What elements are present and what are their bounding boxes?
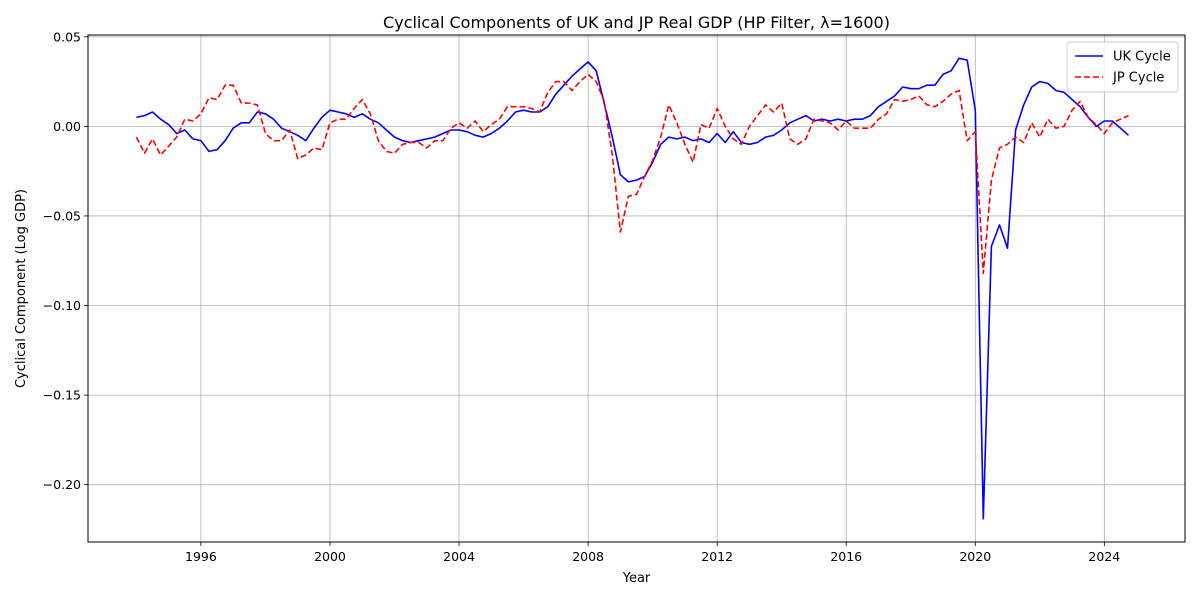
series-line-jp-cycle — [135, 73, 1129, 275]
y-tick-label: 0.00 — [53, 119, 81, 134]
y-tick-label: 0.05 — [53, 29, 81, 44]
legend: UK Cycle JP Cycle — [1066, 41, 1179, 93]
y-tick-label: −0.15 — [43, 388, 81, 403]
y-tick-label: −0.20 — [43, 477, 81, 492]
x-tick-label: 2016 — [830, 549, 862, 564]
ticks: 1996 2000 2004 2008 2012 2016 2020 2024 0.05 0.00… — [43, 29, 1121, 564]
y-tick-label: −0.10 — [43, 298, 81, 313]
x-tick-label: 2012 — [701, 549, 733, 564]
x-tick-label: 2020 — [959, 549, 991, 564]
x-tick-label: 2000 — [314, 549, 346, 564]
chart-title: Cyclical Components of UK and JP Real GD… — [383, 13, 890, 32]
y-axis-label: Cyclical Component (Log GDP) — [14, 189, 29, 388]
grid — [88, 35, 1185, 542]
series-layer — [135, 57, 1130, 520]
x-tick-label: 1996 — [185, 549, 217, 564]
x-axis-label: Year — [622, 571, 651, 586]
axes-frame — [87, 34, 1186, 543]
x-tick-label: 2024 — [1088, 549, 1120, 564]
x-tick-label: 2008 — [572, 549, 604, 564]
x-tick-label: 2004 — [443, 549, 475, 564]
series-line-uk-cycle — [136, 57, 1130, 520]
legend-label: UK Cycle — [1113, 50, 1171, 65]
legend-box — [1066, 41, 1179, 93]
legend-label: JP Cycle — [1112, 71, 1164, 86]
y-tick-label: −0.05 — [43, 208, 81, 223]
